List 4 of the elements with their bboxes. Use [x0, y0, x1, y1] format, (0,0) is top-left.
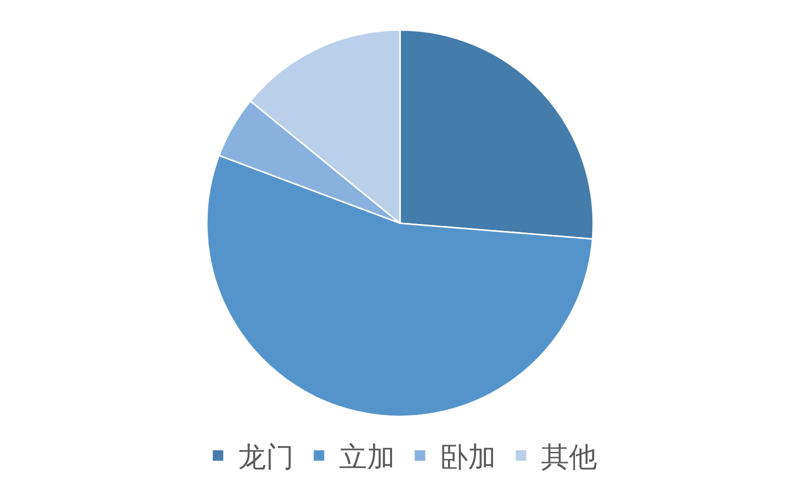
- legend-label: 其他: [541, 440, 597, 474]
- legend-label: 卧加: [440, 440, 496, 474]
- legend-label: 立加: [339, 440, 395, 474]
- legend-label: 龙门: [238, 440, 294, 474]
